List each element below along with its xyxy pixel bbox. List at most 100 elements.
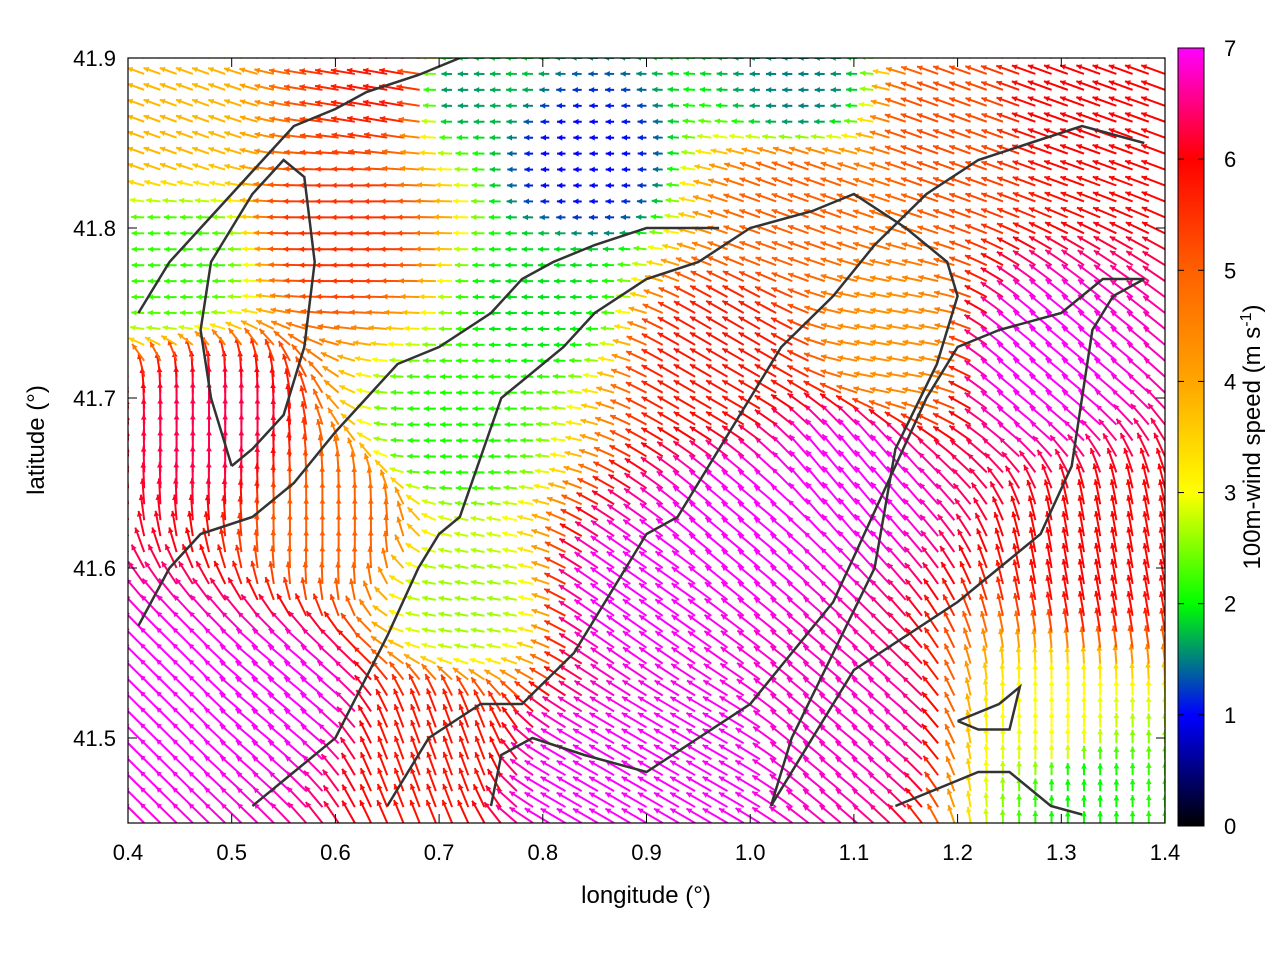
wind-arrow (544, 605, 565, 616)
wind-arrow (391, 555, 403, 568)
wind-arrow (1096, 645, 1102, 663)
wind-arrow (434, 214, 452, 220)
wind-arrow (487, 500, 501, 506)
wind-arrow (666, 198, 679, 204)
wind-arrow (1125, 48, 1149, 58)
wind-arrow (419, 294, 436, 300)
wind-arrow (1113, 663, 1119, 679)
wind-arrow (503, 595, 517, 601)
wind-arrow (420, 656, 435, 664)
wind-arrow (538, 230, 549, 236)
wind-arrow (472, 374, 484, 380)
wind-arrow (643, 304, 663, 313)
colorbar-tick-label: 6 (1224, 147, 1236, 172)
wind-arrow (999, 646, 1005, 663)
wind-arrow (1065, 795, 1071, 807)
wind-arrow (557, 167, 565, 173)
x-axis-label: longitude (°) (581, 882, 711, 909)
wind-arrow (124, 430, 130, 456)
x-tick-label: 0.5 (216, 840, 247, 865)
wind-arrow (391, 390, 404, 396)
wind-arrow (565, 451, 582, 457)
wind-arrow (417, 182, 436, 188)
wind-arrow (517, 547, 533, 553)
wind-arrow (192, 51, 209, 58)
wind-arrow (132, 230, 145, 236)
colorbar-tick-label: 4 (1224, 369, 1236, 394)
wind-arrow (532, 577, 550, 584)
wind-arrow (115, 545, 128, 568)
wind-arrow (517, 530, 533, 536)
wind-arrow (490, 87, 501, 93)
wind-arrow (472, 485, 485, 491)
wind-arrow (120, 511, 128, 536)
wind-arrow (1000, 712, 1006, 727)
wind-arrow (826, 134, 841, 140)
wind-arrow (438, 294, 452, 300)
wind-arrow (454, 166, 468, 172)
wind-arrow (1016, 664, 1022, 680)
wind-arrow (1146, 680, 1152, 696)
wind-arrow (507, 199, 517, 205)
wind-arrow (699, 103, 711, 109)
wind-arrow (487, 580, 501, 586)
wind-arrow (1028, 48, 1052, 58)
wind-arrow (407, 438, 419, 444)
wind-arrow (535, 453, 549, 459)
wind-arrow (1016, 810, 1022, 823)
wind-arrow (839, 147, 857, 153)
wind-arrow (622, 151, 631, 157)
wind-arrow (484, 802, 500, 823)
wind-arrow (949, 49, 970, 58)
wind-arrow (164, 214, 177, 220)
wind-arrow (588, 71, 598, 77)
wind-arrow (115, 214, 128, 220)
wind-arrow (983, 792, 989, 807)
wind-arrow (132, 278, 145, 284)
wind-arrow (589, 151, 597, 157)
wind-arrow (438, 564, 452, 570)
wind-arrow (440, 438, 452, 444)
wind-arrow (391, 406, 404, 412)
wind-arrow (439, 485, 452, 491)
wind-arrow (115, 310, 128, 316)
wind-arrow (311, 374, 322, 392)
wind-arrow (111, 115, 128, 122)
wind-arrow (681, 150, 695, 156)
wind-arrow (407, 453, 419, 459)
wind-arrow (1049, 664, 1055, 680)
wind-arrow (922, 724, 938, 743)
wind-arrow (662, 244, 679, 250)
wind-arrow (192, 115, 209, 122)
wind-arrow (127, 67, 144, 74)
wind-arrow (438, 515, 452, 521)
wind-arrow (406, 495, 420, 504)
wind-arrow (505, 278, 516, 284)
wind-arrow (164, 294, 177, 300)
wind-arrow (439, 326, 452, 332)
wind-arrow (122, 368, 128, 392)
wind-arrow (533, 498, 550, 504)
wind-arrow (421, 118, 435, 124)
wind-arrow (860, 54, 873, 60)
wind-arrow (694, 164, 711, 170)
contour-line-9 (895, 772, 1082, 815)
wind-arrow (1065, 680, 1071, 695)
wind-arrow (132, 262, 145, 268)
wind-arrow (437, 278, 452, 284)
wind-arrow (545, 557, 566, 568)
wind-arrow (241, 595, 257, 616)
wind-arrow (598, 356, 614, 362)
wind-arrow (359, 599, 371, 616)
wind-arrow (646, 260, 662, 266)
wind-arrow (111, 163, 128, 170)
wind-arrow (355, 632, 371, 647)
wind-arrow (505, 262, 516, 268)
wind-arrow (798, 87, 808, 93)
wind-arrow (406, 543, 420, 552)
x-tick-label: 0.9 (631, 840, 662, 865)
wind-arrow (354, 647, 371, 664)
wind-arrow (594, 447, 614, 456)
wind-arrow (1065, 745, 1071, 760)
wind-arrow (374, 405, 387, 411)
